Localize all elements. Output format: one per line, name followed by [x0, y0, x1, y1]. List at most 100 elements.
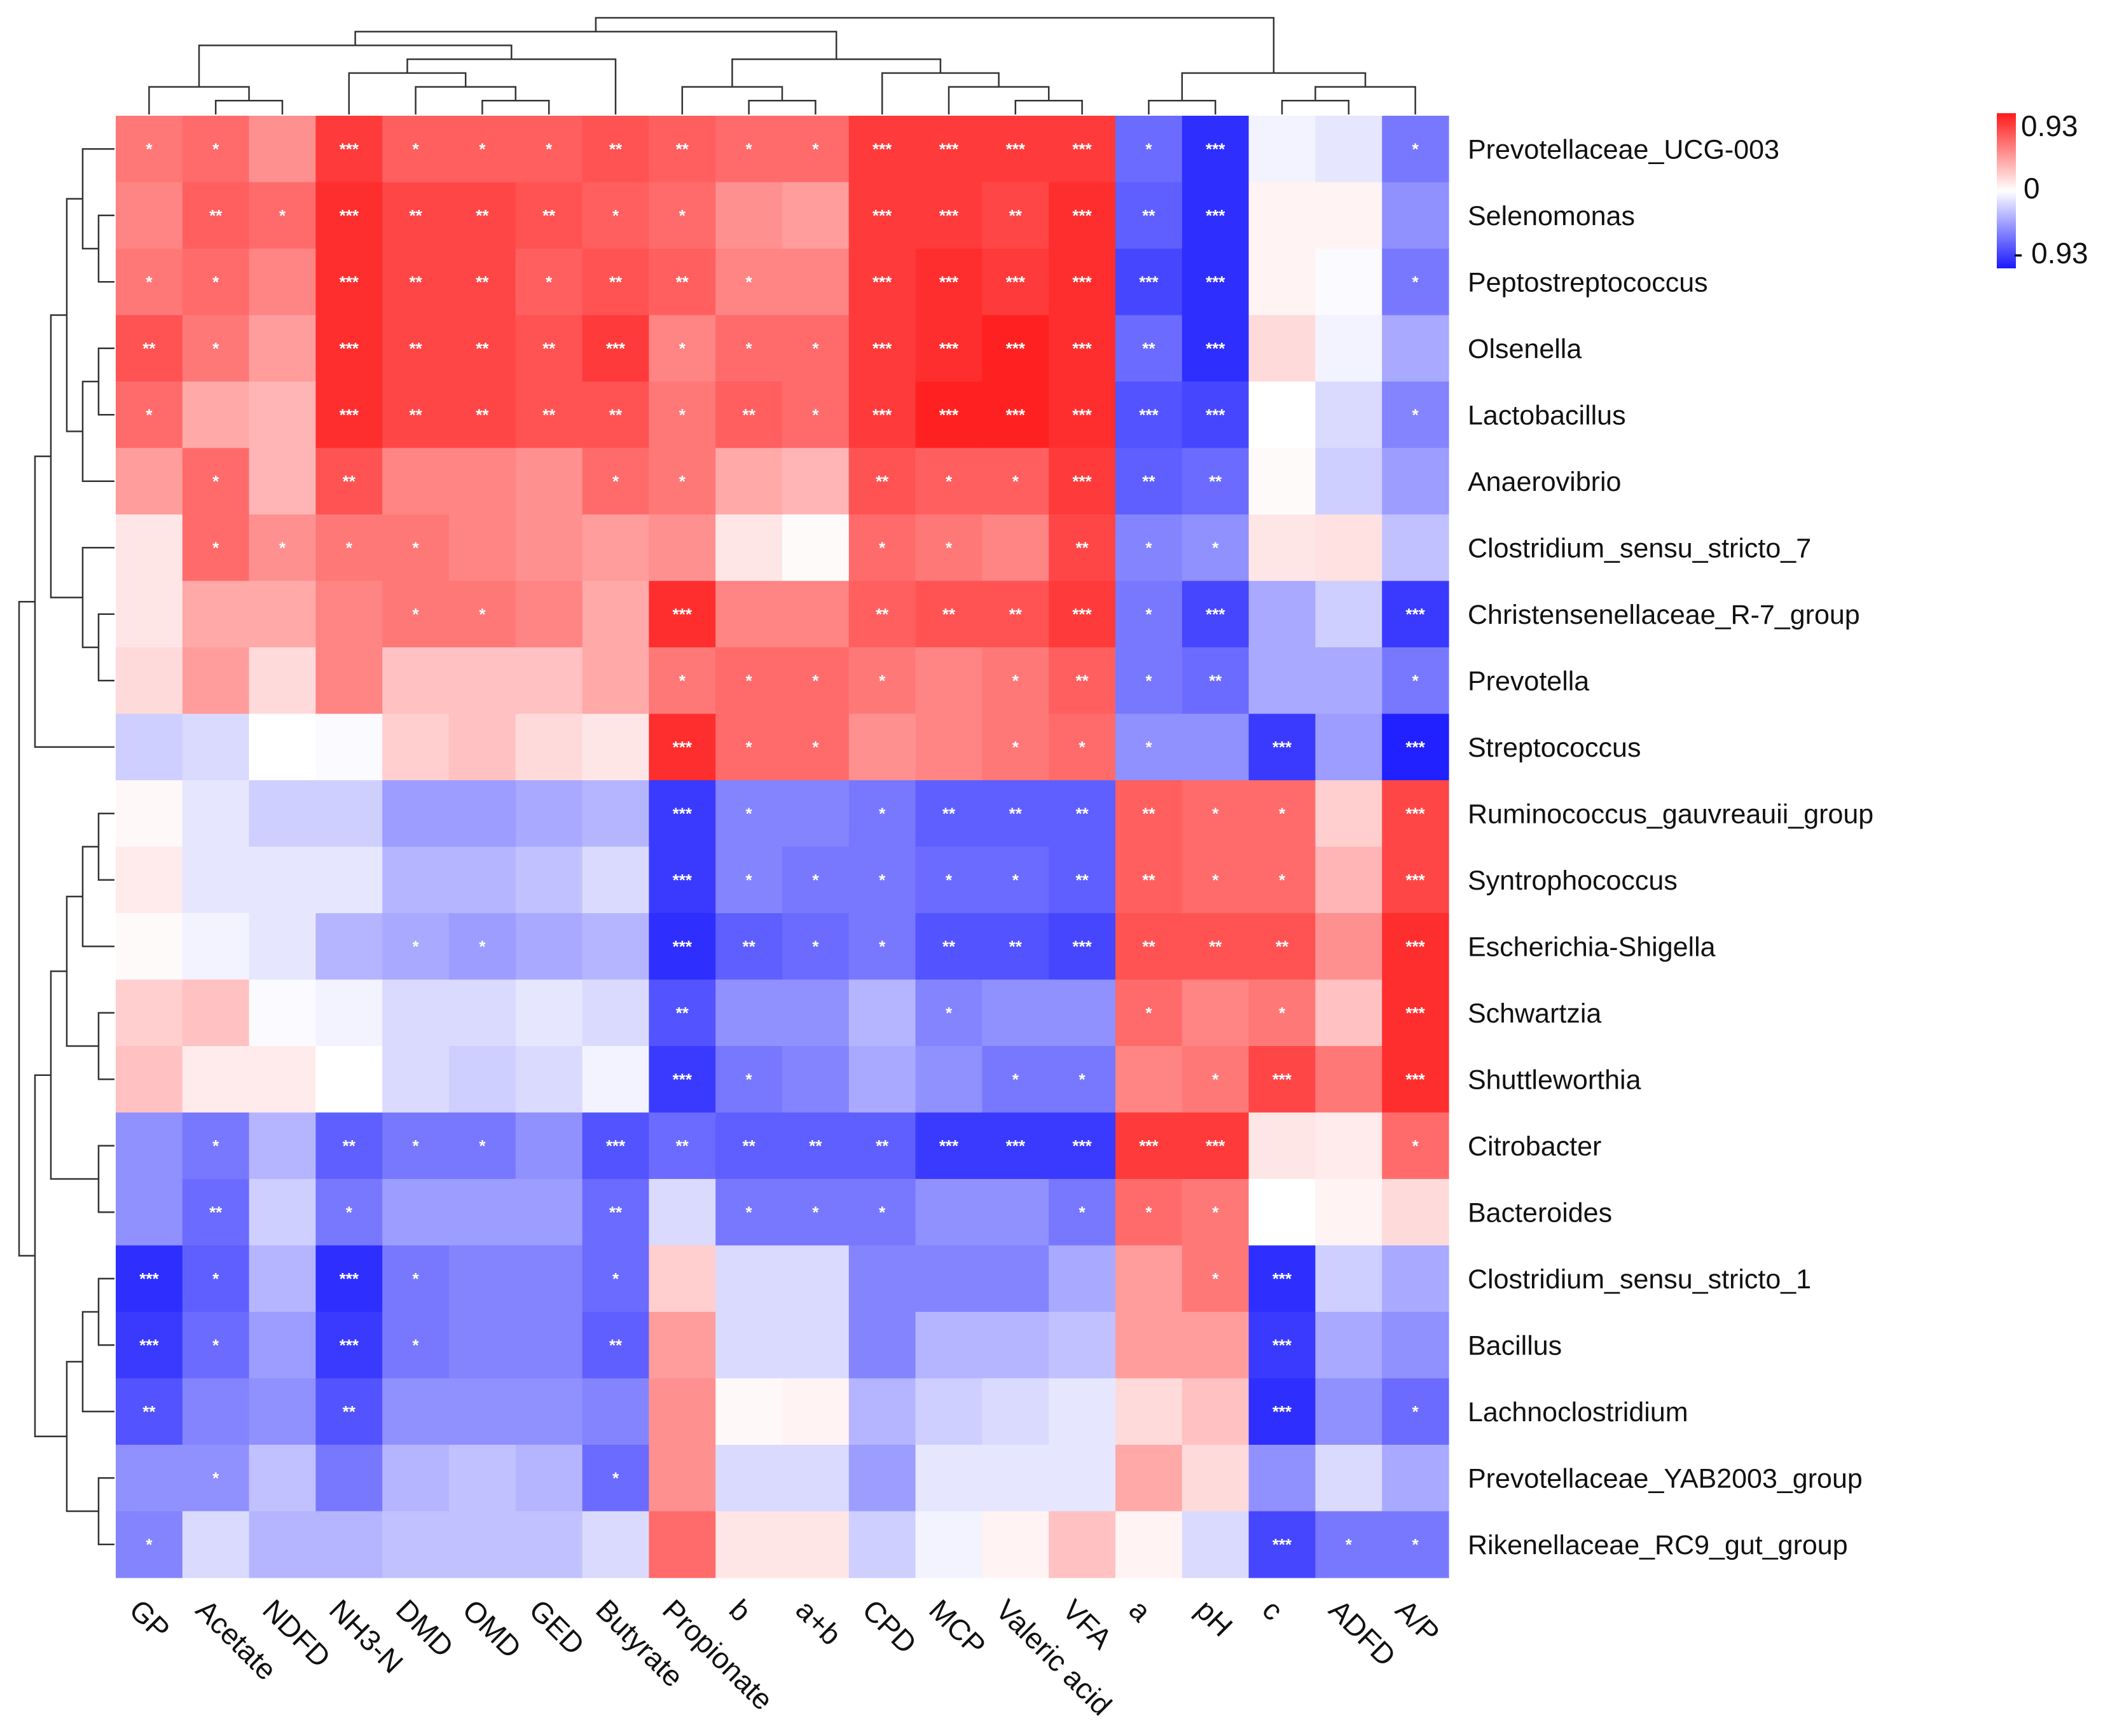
heatmap-cell	[1182, 581, 1250, 648]
significance-mark: **	[876, 472, 889, 491]
significance-mark: ***	[1139, 272, 1159, 291]
significance-mark: *	[1212, 1070, 1219, 1089]
heatmap-cell	[1248, 116, 1316, 183]
heatmap-cell	[182, 1245, 250, 1312]
significance-mark: *	[746, 272, 753, 291]
significance-mark: *	[1012, 1070, 1019, 1089]
dendrogram-branch	[97, 1278, 114, 1346]
heatmap-cell	[1382, 1445, 1449, 1512]
heatmap-cell	[1115, 1245, 1183, 1312]
heatmap-cell	[249, 315, 316, 382]
heatmap-cell	[1248, 1511, 1316, 1578]
significance-mark: *	[346, 538, 353, 557]
row-label: Streptococcus	[1468, 733, 1641, 763]
significance-mark: *	[1079, 738, 1086, 757]
significance-mark: ***	[673, 605, 693, 624]
heatmap-cell	[315, 913, 383, 981]
significance-mark: ***	[939, 1136, 959, 1155]
heatmap-cell	[382, 713, 450, 781]
significance-mark: *	[1412, 272, 1419, 291]
heatmap-cell	[449, 1245, 516, 1312]
heatmap-cell	[582, 448, 649, 515]
row-label: Prevotellaceae_UCG-003	[1468, 134, 1779, 165]
heatmap-cell	[1049, 780, 1116, 848]
heatmap-cell	[315, 581, 383, 648]
heatmap-cell	[982, 1046, 1049, 1113]
heatmap-cell	[1315, 913, 1383, 981]
heatmap-cell	[182, 514, 250, 582]
significance-mark: ***	[1272, 1269, 1292, 1288]
heatmap-cell	[982, 514, 1049, 582]
heatmap-cell	[382, 514, 450, 582]
heatmap-cell	[782, 581, 850, 648]
significance-mark: **	[1009, 605, 1023, 624]
significance-mark: ***	[1405, 1070, 1425, 1089]
heatmap-cell	[715, 514, 783, 582]
column-label: MCP	[923, 1593, 992, 1662]
heatmap-cell	[1248, 1312, 1316, 1379]
heatmap-cell	[1182, 1179, 1250, 1246]
significance-mark: ***	[1006, 339, 1026, 358]
heatmap-cell	[182, 979, 250, 1047]
heatmap-cell	[382, 249, 450, 316]
heatmap-cell	[782, 979, 850, 1047]
heatmap-cell	[249, 846, 316, 914]
heatmap-cell	[515, 1378, 583, 1445]
heatmap-cell	[1182, 382, 1250, 449]
heatmap-cell	[715, 913, 783, 981]
row-label: Clostridium_sensu_stricto_1	[1468, 1264, 1811, 1295]
significance-mark: ***	[1206, 139, 1225, 158]
significance-marks: * * *** * * * ** ** * * *** *** *** *** * *** *** * *** ** *…	[139, 139, 1425, 1554]
significance-mark: **	[942, 605, 956, 624]
heatmap-cell	[315, 979, 383, 1047]
heatmap-cell	[315, 315, 383, 382]
heatmap-cell	[515, 1312, 583, 1379]
significance-mark: *	[212, 139, 219, 158]
heatmap-cell	[915, 780, 983, 848]
significance-mark: *	[746, 1202, 753, 1222]
significance-mark: ***	[1072, 206, 1092, 225]
heatmap-cell	[249, 979, 316, 1047]
row-label: Clostridium_sensu_stricto_7	[1468, 533, 1811, 563]
heatmap-cell	[915, 182, 983, 249]
heatmap-cell	[915, 846, 983, 914]
heatmap-cell	[382, 979, 450, 1047]
heatmap-cell	[116, 1245, 183, 1312]
heatmap-cell	[1182, 315, 1250, 382]
heatmap-cell	[1315, 780, 1383, 848]
heatmap-cell	[1248, 249, 1316, 316]
heatmap-cell	[1382, 249, 1449, 316]
heatmap-cell	[582, 1046, 649, 1113]
significance-mark: ***	[1139, 405, 1159, 424]
heatmap-cell	[649, 249, 716, 316]
significance-mark: *	[212, 1269, 219, 1288]
significance-mark: *	[1279, 804, 1286, 823]
heatmap-cell	[782, 1378, 850, 1445]
heatmap-cell	[848, 581, 916, 648]
heatmap-cell	[782, 448, 850, 515]
significance-mark: *	[746, 738, 753, 757]
heatmap-cell	[848, 182, 916, 249]
heatmap-cell	[449, 713, 516, 781]
heatmap-cell	[1248, 382, 1316, 449]
heatmap-cell	[449, 647, 516, 715]
heatmap-cell	[515, 182, 583, 249]
heatmap-cell	[1115, 1179, 1183, 1246]
row-label: Anaerovibrio	[1468, 467, 1621, 497]
heatmap-cell	[116, 581, 183, 648]
heatmap-cell	[515, 116, 583, 183]
heatmap-cell	[382, 116, 450, 183]
heatmap-cell	[582, 315, 649, 382]
significance-mark: ***	[1072, 405, 1092, 424]
heatmap-cell	[915, 1511, 983, 1578]
heatmap-cell	[116, 182, 183, 249]
heatmap-cell	[915, 116, 983, 183]
heatmap-cell	[782, 913, 850, 981]
significance-mark: **	[343, 1402, 356, 1421]
significance-mark: ***	[1139, 1136, 1159, 1155]
significance-mark: **	[1142, 472, 1155, 491]
significance-mark: *	[1212, 538, 1219, 557]
significance-mark: *	[479, 937, 486, 956]
heatmap-cell	[1115, 713, 1183, 781]
heatmap-cell	[982, 780, 1049, 848]
